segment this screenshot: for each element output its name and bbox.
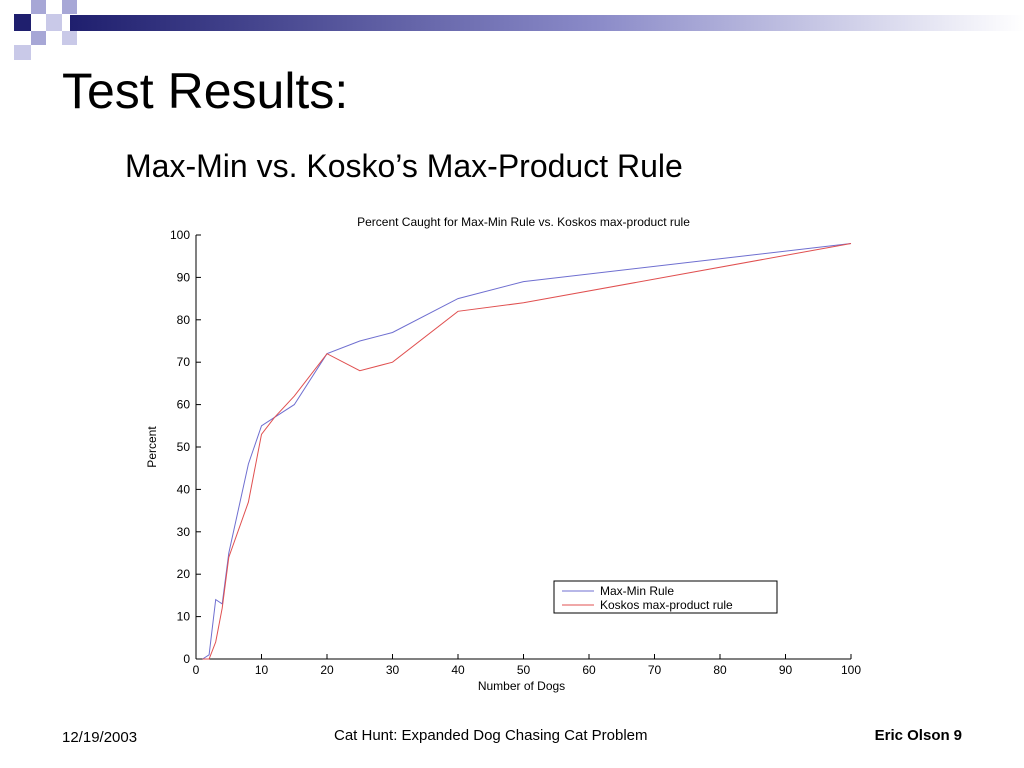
legend-box bbox=[553, 580, 778, 614]
y-tick-label: 30 bbox=[177, 525, 191, 539]
y-tick-label: 40 bbox=[177, 482, 191, 496]
deco-square bbox=[31, 31, 46, 45]
deco-square bbox=[31, 0, 46, 14]
x-tick-label: 60 bbox=[582, 663, 596, 677]
title-decoration bbox=[14, 0, 1024, 60]
footer-date: 12/19/2003 bbox=[62, 729, 138, 746]
deco-square bbox=[14, 14, 31, 31]
y-tick-label: 20 bbox=[177, 567, 191, 581]
footer-title: Cat Hunt: Expanded Dog Chasing Cat Probl… bbox=[334, 727, 648, 744]
deco-square bbox=[14, 45, 31, 60]
x-tick-label: 10 bbox=[255, 663, 269, 677]
x-tick-label: 70 bbox=[648, 663, 662, 677]
y-axis-label: Percent bbox=[145, 426, 159, 468]
chart-title: Percent Caught for Max-Min Rule vs. Kosk… bbox=[357, 215, 690, 229]
page-subtitle: Max-Min vs. Kosko’s Max-Product Rule bbox=[125, 148, 683, 184]
y-tick-label: 0 bbox=[183, 652, 190, 666]
footer-author-page: Eric Olson 9 bbox=[871, 727, 962, 744]
footer-page-number: 9 bbox=[953, 727, 962, 744]
deco-square bbox=[46, 14, 62, 31]
deco-square bbox=[62, 0, 77, 14]
y-tick-label: 50 bbox=[177, 440, 191, 454]
page-title: Test Results: bbox=[62, 63, 349, 119]
footer-author: Eric Olson bbox=[874, 727, 950, 744]
y-tick-label: 70 bbox=[177, 355, 191, 369]
series-line-kosko bbox=[202, 243, 852, 660]
y-tick-label: 80 bbox=[177, 313, 191, 327]
legend-label: Koskos max-product rule bbox=[600, 598, 733, 612]
y-tick-label: 90 bbox=[177, 270, 191, 284]
title-gradient-bar bbox=[70, 15, 1024, 31]
x-axis-label: Number of Dogs bbox=[478, 679, 565, 693]
x-tick-label: 0 bbox=[193, 663, 200, 677]
y-tick-label: 10 bbox=[177, 610, 191, 624]
x-tick-label: 80 bbox=[713, 663, 727, 677]
x-tick-label: 40 bbox=[451, 663, 465, 677]
legend-label: Max-Min Rule bbox=[600, 584, 674, 598]
y-tick-label: 100 bbox=[170, 228, 190, 242]
x-tick-label: 20 bbox=[320, 663, 334, 677]
deco-square bbox=[62, 31, 77, 45]
y-tick-label: 60 bbox=[177, 398, 191, 412]
x-tick-label: 50 bbox=[517, 663, 531, 677]
x-tick-label: 30 bbox=[386, 663, 400, 677]
x-tick-label: 90 bbox=[779, 663, 793, 677]
x-tick-label: 100 bbox=[841, 663, 861, 677]
